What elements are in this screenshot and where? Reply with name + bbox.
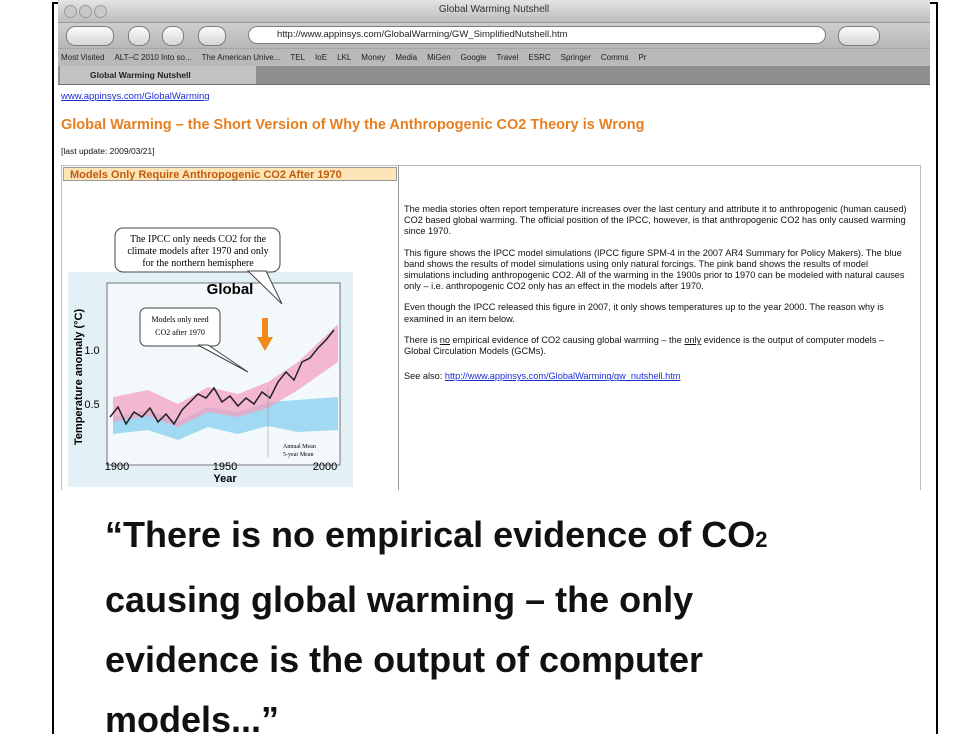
x-tick-label: 1900: [105, 461, 129, 473]
note-text: Models only need: [151, 315, 208, 324]
y-tick-label: 1.0: [84, 345, 99, 357]
bookmark[interactable]: LKL: [337, 53, 351, 62]
quote-line: evidence is the output of computer: [105, 630, 935, 690]
paragraph: Even though the IPCC released this figur…: [404, 302, 909, 324]
quote: “There is no empirical evidence of CO2 c…: [105, 505, 935, 750]
bookmark[interactable]: MiGen: [427, 53, 451, 62]
y-tick-label: 0.5: [84, 399, 99, 411]
callout-text: climate models after 1970 and only: [127, 246, 268, 257]
bookmark[interactable]: Media: [395, 53, 417, 62]
quote-text: “There is no empirical evidence of CO: [105, 514, 755, 555]
bookmark[interactable]: ESRC: [528, 53, 550, 62]
table-header: Models Only Require Anthropogenic CO2 Af…: [63, 167, 397, 181]
title-bar: Global Warming Nutshell: [58, 0, 930, 23]
paragraph: There is no empirical evidence of CO2 ca…: [404, 335, 909, 357]
bookmark[interactable]: Travel: [496, 53, 518, 62]
underlined-text: only: [684, 335, 701, 345]
stop-button[interactable]: [162, 26, 184, 46]
bookmark[interactable]: Most Visited: [61, 53, 104, 62]
y-axis-label: Temperature anomaly (°C): [73, 309, 85, 446]
see-also-link[interactable]: http://www.appinsys.com/GlobalWarming/gw…: [445, 371, 681, 381]
tab-bar: Global Warming Nutshell: [58, 66, 930, 85]
home-button[interactable]: [198, 26, 226, 46]
bookmark[interactable]: Pr: [638, 53, 646, 62]
bookmark[interactable]: The American Unive...: [202, 53, 281, 62]
text: See also:: [404, 371, 442, 381]
reload-button[interactable]: [128, 26, 150, 46]
url-bar[interactable]: http://www.appinsys.com/GlobalWarming/GW…: [248, 26, 826, 44]
bookmark[interactable]: Springer: [561, 53, 591, 62]
paragraph: The media stories often report temperatu…: [404, 204, 909, 238]
x-axis-label: Year: [213, 473, 237, 485]
paragraph: This figure shows the IPCC model simulat…: [404, 248, 909, 293]
back-forward-buttons[interactable]: [66, 26, 114, 46]
window-title: Global Warming Nutshell: [58, 4, 930, 15]
subscript: 2: [755, 527, 767, 552]
callout-text: The IPCC only needs CO2 for the: [130, 234, 267, 245]
page-heading: Global Warming – the Short Version of Wh…: [61, 117, 645, 133]
x-tick-label: 2000: [313, 461, 337, 473]
arrow-shaft: [262, 318, 268, 338]
toolbar: http://www.appinsys.com/GlobalWarming/GW…: [58, 23, 930, 48]
figure-title: Global: [207, 281, 254, 298]
slide: {"browser": { "window_title": "Global Wa…: [0, 0, 954, 720]
legend-entry: 5-year Mean: [283, 452, 313, 458]
x-tick-label: 1950: [213, 461, 237, 473]
quote-line: “There is no empirical evidence of CO2: [105, 505, 935, 570]
paragraph: See also: http://www.appinsys.com/Global…: [404, 371, 909, 382]
bookmark[interactable]: Money: [361, 53, 385, 62]
search-engine[interactable]: [838, 26, 880, 46]
bookmark[interactable]: Google: [461, 53, 487, 62]
callout-text: for the northern hemisphere: [142, 258, 254, 269]
bookmark[interactable]: TEL: [290, 53, 305, 62]
legend-entry: Annual Mean: [283, 444, 316, 450]
text: There is: [404, 335, 440, 345]
text: empirical evidence of CO2 causing global…: [450, 335, 684, 345]
underlined-text: no: [440, 335, 450, 345]
bookmark[interactable]: ALT–C 2010 Into so...: [114, 53, 191, 62]
tab[interactable]: Global Warming Nutshell: [60, 66, 256, 84]
text-cell: The media stories often report temperatu…: [404, 204, 909, 392]
last-update: [last update: 2009/03/21]: [61, 146, 155, 156]
note-box: [140, 308, 220, 346]
site-link[interactable]: www.appinsys.com/GlobalWarming: [61, 91, 210, 102]
quote-line: models...”: [105, 690, 935, 750]
column-divider: [398, 166, 399, 490]
figure: The IPCC only needs CO2 for the climate …: [68, 212, 353, 487]
quote-line: causing global warming – the only: [105, 570, 935, 630]
note-text: CO2 after 1970: [155, 328, 205, 337]
bookmark[interactable]: Comms: [601, 53, 629, 62]
bookmark[interactable]: IoE: [315, 53, 327, 62]
bookmarks-bar: Most Visited ALT–C 2010 Into so... The Ame…: [58, 48, 930, 66]
